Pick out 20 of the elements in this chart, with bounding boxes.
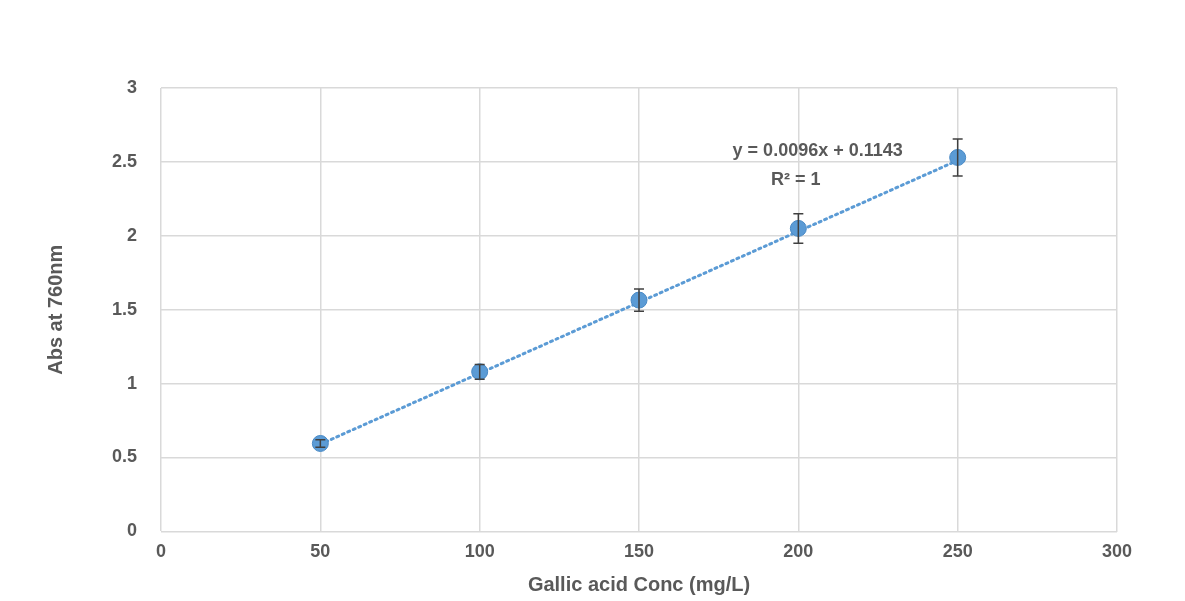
- x-tick-label: 0: [156, 541, 167, 562]
- x-tick-label: 200: [783, 541, 814, 562]
- y-tick-label: 1.5: [111, 298, 138, 319]
- x-tick-label: 100: [464, 541, 495, 562]
- y-tick-label: 3: [127, 76, 138, 97]
- x-axis-title: Gallic acid Conc (mg/L): [527, 572, 751, 595]
- y-tick-label: 2: [127, 224, 138, 245]
- y-axis-title: Abs at 760nm: [43, 244, 66, 375]
- x-tick-label: 250: [942, 541, 973, 562]
- y-tick-label: 0: [127, 520, 138, 541]
- y-tick-label: 2.5: [111, 150, 138, 171]
- x-tick-label: 50: [310, 541, 331, 562]
- y-tick-label: 0.5: [111, 446, 138, 467]
- y-tick-label: 1: [127, 372, 138, 393]
- point: [789, 219, 807, 237]
- annotation: y = 0.0096x + 0.1143: [732, 140, 903, 161]
- x-tick-label: 150: [623, 541, 655, 562]
- annotation: R² = 1: [770, 169, 821, 190]
- point: [949, 148, 967, 166]
- x-tick-label: 300: [1101, 541, 1133, 562]
